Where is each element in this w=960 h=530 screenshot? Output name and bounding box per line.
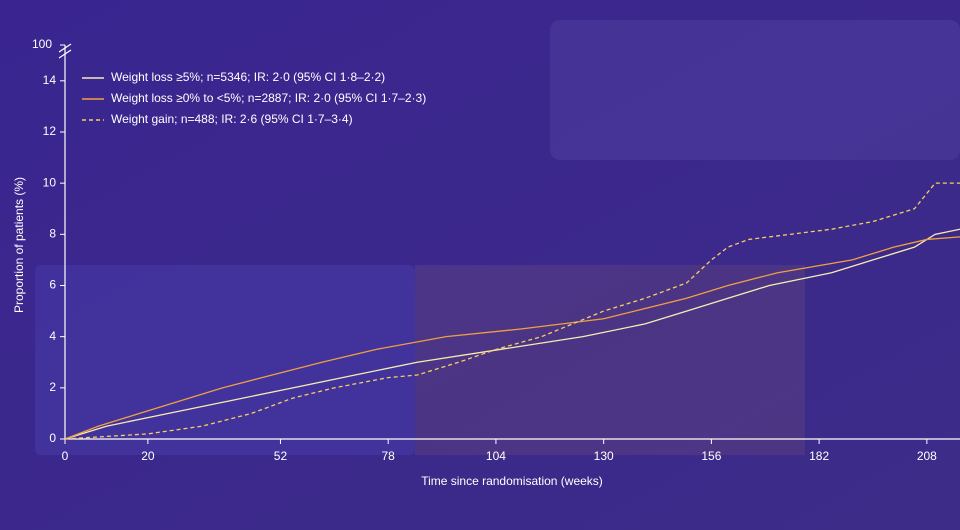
x-tick-label: 52: [274, 449, 288, 463]
legend-label: Weight gain; n=488; IR: 2·6 (95% CI 1·7–…: [111, 112, 353, 126]
x-tick-label: 20: [141, 449, 155, 463]
data-line: [64, 182, 960, 440]
y-tick-label: 6: [49, 278, 56, 292]
x-tick-label: 130: [594, 449, 614, 463]
y-tick-label: 10: [43, 175, 57, 189]
x-tick-label: 156: [701, 449, 721, 463]
x-tick-label: 78: [382, 449, 396, 463]
y-tick-label: 4: [49, 329, 56, 343]
x-tick-label: 104: [486, 449, 506, 463]
axis-break: [58, 49, 72, 59]
x-tick-label: 182: [809, 449, 829, 463]
background-box: [35, 265, 415, 455]
data-line: [64, 228, 960, 440]
x-tick-label: 0: [62, 449, 69, 463]
axis-break: [58, 43, 72, 53]
y-tick-label: 14: [43, 73, 57, 87]
x-tick-label: 208: [917, 449, 937, 463]
background-box: [415, 265, 805, 455]
legend-label: Weight loss ≥0% to <5%; n=2887; IR: 2·0 …: [111, 91, 426, 105]
y-tick-label: 0: [49, 431, 56, 445]
y-tick-label: 8: [49, 226, 56, 240]
y-axis-label: Proportion of patients (%): [12, 177, 26, 313]
legend-label: Weight loss ≥5%; n=5346; IR: 2·0 (95% CI…: [111, 70, 385, 84]
x-axis-label: Time since randomisation (weeks): [421, 474, 603, 488]
y-tick-label: 2: [49, 380, 56, 394]
background-box: [550, 20, 960, 160]
y-tick-label: 12: [43, 124, 57, 138]
data-line: [64, 236, 960, 440]
y-break-label: 100: [32, 37, 52, 51]
